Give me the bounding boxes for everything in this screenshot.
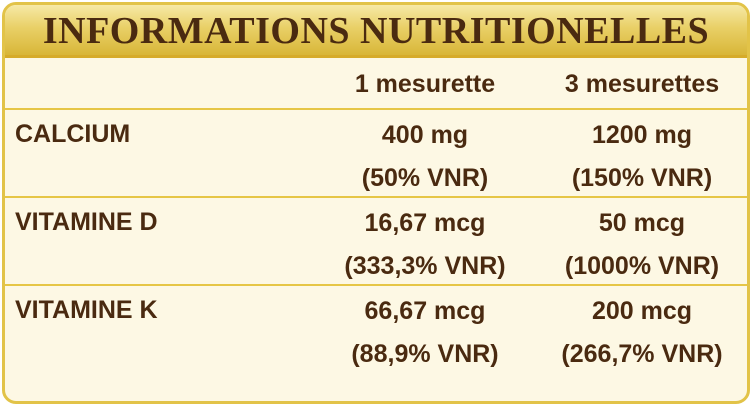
nutrient-label: VITAMINE K [15,296,158,324]
vnr-value: (88,9% VNR) [351,340,499,368]
nutrient-label: CALCIUM [15,120,131,148]
amount-value: 66,67 mcg [364,297,486,325]
nutrient-label: VITAMINE D [15,208,158,236]
amount-value: 1200 mg [591,121,693,149]
column-header-1: 1 mesurette [354,70,496,98]
vnr-value: (150% VNR) [571,164,713,192]
amount-value: 400 mg [381,121,469,149]
vnr-value: (333,3% VNR) [344,252,506,280]
amount-value: 200 mcg [591,297,693,325]
title-bar: INFORMATIONS NUTRITIONELLES [5,5,747,58]
table-row-calcium: CALCIUM 400 mg (50% VNR) 1200 mg (150% V… [5,108,747,196]
column-header-2: 3 mesurettes [564,70,720,98]
amount-value: 16,67 mcg [364,209,486,237]
vnr-value: (1000% VNR) [564,252,720,280]
table-row-vitamine-k: VITAMINE K 66,67 mcg (88,9% VNR) 200 mcg… [5,284,747,372]
amount-value: 50 mcg [598,209,686,237]
nutrition-table: INFORMATIONS NUTRITIONELLES 1 mesurette … [2,2,750,404]
table-row-vitamine-d: VITAMINE D 16,67 mcg (333,3% VNR) 50 mcg… [5,196,747,284]
column-header-row: 1 mesurette 3 mesurettes [5,58,747,108]
table-title: INFORMATIONS NUTRITIONELLES [42,10,710,52]
vnr-value: (50% VNR) [361,164,489,192]
vnr-value: (266,7% VNR) [561,340,723,368]
